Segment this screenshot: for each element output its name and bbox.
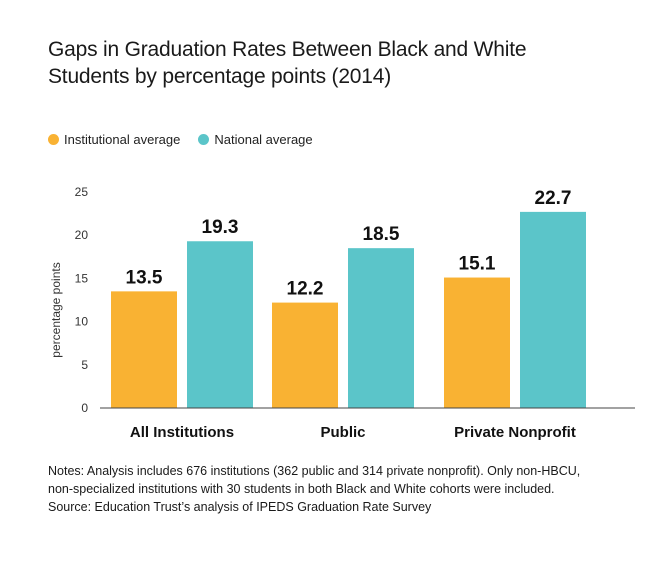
bar <box>348 248 414 408</box>
bar <box>520 211 586 408</box>
legend-label-national: National average <box>214 131 313 147</box>
y-tick-label: 0 <box>81 401 88 415</box>
source-line: Source: Education Trust’s analysis of IP… <box>48 500 432 514</box>
y-tick-label: 5 <box>81 358 88 372</box>
data-label: 18.5 <box>363 224 400 245</box>
bar <box>111 291 177 408</box>
legend-swatch-institutional <box>48 133 59 145</box>
data-label: 19.3 <box>202 217 239 238</box>
bar <box>272 302 338 408</box>
bar-chart: 0 5 10 15 20 25 percentage points 13.5 19.3 All I… <box>49 185 635 441</box>
chart-title-line-2: Students by percentage points (2014) <box>48 65 392 88</box>
x-category-label: Private Nonprofit <box>454 424 576 441</box>
notes-line-2: non-specialized institutions with 30 stu… <box>48 482 555 496</box>
chart-legend: Institutional average National average <box>48 130 331 148</box>
y-tick-label: 10 <box>75 315 89 329</box>
y-tick-label: 15 <box>75 271 89 285</box>
data-label: 12.2 <box>287 279 324 300</box>
chart-title-line-1: Gaps in Graduation Rates Between Black a… <box>48 38 527 61</box>
chart-notes: Notes: Analysis includes 676 institution… <box>48 462 648 516</box>
chart-title: Gaps in Graduation Rates Between Black a… <box>48 36 608 90</box>
legend-swatch-national <box>198 133 210 145</box>
legend-label-institutional: Institutional average <box>64 131 181 147</box>
legend-item-institutional: Institutional average <box>48 132 180 147</box>
data-label: 13.5 <box>126 267 163 288</box>
notes-line-1: Notes: Analysis includes 676 institution… <box>48 464 581 478</box>
x-category-label: All Institutions <box>130 424 234 441</box>
y-tick-label: 25 <box>75 185 89 199</box>
y-tick-label: 20 <box>75 228 89 242</box>
data-label: 15.1 <box>459 254 496 275</box>
bar <box>444 277 510 408</box>
legend-item-national: National average <box>198 131 313 147</box>
bar <box>187 241 253 408</box>
y-axis-label: percentage points <box>49 262 63 357</box>
x-category-label: Public <box>320 424 365 441</box>
data-label: 22.7 <box>535 188 572 209</box>
